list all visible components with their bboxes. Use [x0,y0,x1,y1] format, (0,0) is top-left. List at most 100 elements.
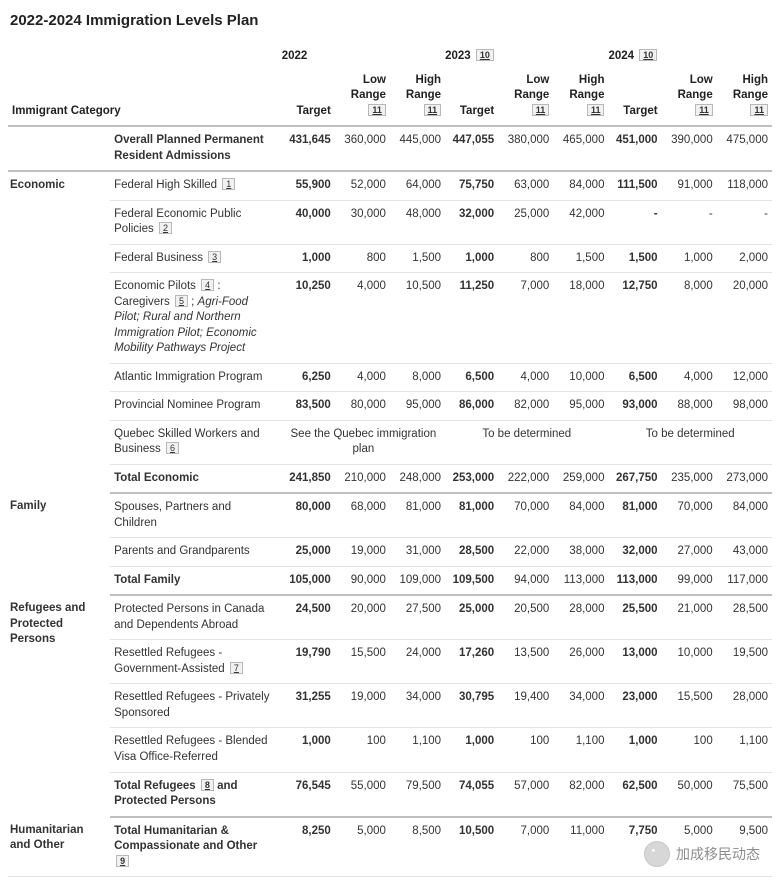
footnote-icon[interactable]: 11 [368,104,386,116]
group-name: Family [8,493,110,595]
cell-low: 19,000 [335,538,390,567]
cell-target: 55,900 [282,171,335,200]
cell-high: 118,000 [717,171,772,200]
cell-low: 25,000 [498,200,553,244]
cell-low: 4,000 [335,363,390,392]
cell-target: 25,500 [608,595,661,640]
cell-high: 43,000 [717,538,772,567]
row-overall: Overall Planned Permanent Resident Admis… [8,126,772,171]
row-label: Quebec Skilled Workers and Business 6 [110,420,282,464]
cell-low: 63,000 [498,171,553,200]
footnote-icon[interactable]: 10 [639,49,657,61]
cell-target: 80,000 [282,493,335,538]
cell-high: 98,000 [717,392,772,421]
category-header: Immigrant Category [8,67,282,127]
cell-target: 83,500 [282,392,335,421]
cell-high: 1,100 [717,728,772,772]
cell-low: 94,000 [498,566,553,595]
cell-low: 50,000 [662,772,717,817]
table-row: Quebec Skilled Workers and Business 6See… [8,420,772,464]
cell-target: 109,500 [445,566,498,595]
group-name: Humanitarian and Other [8,817,110,877]
row-label: Economic Pilots 4 : Caregivers 5 ; Agri-… [110,273,282,364]
cell-high: 81,000 [390,493,445,538]
row-label: Resettled Refugees - Blended Visa Office… [110,728,282,772]
cell-high: 95,000 [553,392,608,421]
cell-high: 95,000 [390,392,445,421]
cell-high: 259,000 [553,464,608,493]
cell-low: 15,500 [335,640,390,684]
footnote-icon[interactable]: 11 [695,104,713,116]
cell-low: 1,000 [662,244,717,273]
col-high: High Range 11 [553,67,608,127]
cell-target: 8,250 [282,817,335,877]
footnote-icon[interactable]: 1 [222,178,235,190]
cell-low: 68,000 [335,493,390,538]
footnote-icon[interactable]: 3 [208,251,221,263]
cell-target: 447,055 [445,126,498,171]
row-label: Federal Business 3 [110,244,282,273]
footnote-icon[interactable]: 11 [587,104,605,116]
table-row: Atlantic Immigration Program6,2504,0008,… [8,363,772,392]
table-row: EconomicFederal High Skilled 155,90052,0… [8,171,772,200]
col-target: Target [608,67,661,127]
footnote-icon[interactable]: 7 [230,662,243,674]
cell-high: 11,000 [553,817,608,877]
cell-high: 27,500 [390,595,445,640]
row-label: Parents and Grandparents [110,538,282,567]
table-row: Resettled Refugees - Government-Assisted… [8,640,772,684]
table-row: Parents and Grandparents25,00019,00031,0… [8,538,772,567]
cell-target: - [608,200,661,244]
cell-low: 4,000 [498,363,553,392]
row-label: Atlantic Immigration Program [110,363,282,392]
header-years-row: 2022 2023 10 2024 10 [8,43,772,67]
cell-high: 2,000 [717,244,772,273]
footnote-icon[interactable]: 11 [532,104,550,116]
cell-low: 30,000 [335,200,390,244]
cell-target: 86,000 [445,392,498,421]
cell-low: 27,000 [662,538,717,567]
cell-target: 23,000 [608,684,661,728]
total-label: Total Humanitarian & Compassionate and O… [110,817,282,877]
cell-low: 100 [335,728,390,772]
cell-target: 25,000 [445,595,498,640]
table-row: Resettled Refugees - Blended Visa Office… [8,728,772,772]
cell-span: See the Quebec immigration plan [282,420,445,464]
cell-target: 1,000 [282,244,335,273]
cell-high: 445,000 [390,126,445,171]
footnote-icon[interactable]: 10 [476,49,494,61]
cell-target: 111,500 [608,171,661,200]
row-label: Federal Economic Public Policies 2 [110,200,282,244]
cell-low: 70,000 [498,493,553,538]
cell-target: 81,000 [608,493,661,538]
footnote-icon[interactable]: 11 [750,104,768,116]
row-label: Protected Persons in Canada and Dependen… [110,595,282,640]
cell-low: 4,000 [662,363,717,392]
cell-target: 10,500 [445,817,498,877]
watermark: 加成移民动态 [644,841,760,867]
cell-low: 7,000 [498,273,553,364]
cell-target: 1,000 [282,728,335,772]
cell-target: 40,000 [282,200,335,244]
cell-low: 7,000 [498,817,553,877]
cell-low: 20,000 [335,595,390,640]
col-low: Low Range 11 [498,67,553,127]
avatar-icon [644,841,670,867]
cell-low: 100 [498,728,553,772]
cell-low: - [662,200,717,244]
cell-high: 1,100 [390,728,445,772]
footnote-icon[interactable]: 2 [159,222,172,234]
cell-low: 70,000 [662,493,717,538]
cell-low: 80,000 [335,392,390,421]
footnote-icon[interactable]: 11 [424,104,442,116]
cell-target: 13,000 [608,640,661,684]
cell-target: 6,250 [282,363,335,392]
col-low: Low Range 11 [335,67,390,127]
cell-low: 15,500 [662,684,717,728]
cell-low: 90,000 [335,566,390,595]
table-row: Federal Business 31,0008001,5001,0008001… [8,244,772,273]
cell-target: 431,645 [282,126,335,171]
footnote-icon[interactable]: 6 [166,442,179,454]
cell-high: 117,000 [717,566,772,595]
cell-high: 28,500 [717,595,772,640]
